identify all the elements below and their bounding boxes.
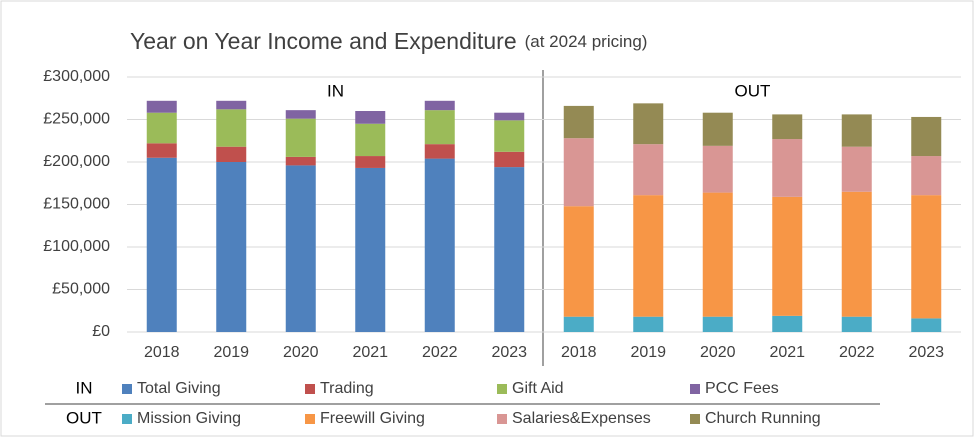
legend-swatch xyxy=(122,414,132,424)
legend-label: Mission Giving xyxy=(137,410,241,427)
y-tick-label: £100,000 xyxy=(43,238,110,255)
bar-segment xyxy=(911,156,942,196)
legend-label: PCC Fees xyxy=(705,380,779,397)
section-label: OUT xyxy=(735,81,771,100)
legend-swatch xyxy=(690,414,700,424)
legend-swatch xyxy=(122,384,132,394)
y-tick-label: £150,000 xyxy=(43,196,110,213)
legend-label: Total Giving xyxy=(137,380,221,397)
legend-swatch xyxy=(497,414,507,424)
bar-segment xyxy=(216,100,247,110)
bar-segment xyxy=(702,145,733,193)
x-tick-label: 2022 xyxy=(839,344,875,361)
bar-segment xyxy=(633,195,664,317)
legend-label: Gift Aid xyxy=(512,380,564,397)
bar-segment xyxy=(146,100,177,113)
bar-segment xyxy=(841,146,872,192)
bar-segment xyxy=(494,151,525,168)
x-tick-label: 2020 xyxy=(283,344,319,361)
bar-segment xyxy=(563,316,594,332)
bar-segment xyxy=(772,315,803,332)
legend-label: Freewill Giving xyxy=(320,410,425,427)
section-label: IN xyxy=(327,81,344,100)
y-tick-label: £0 xyxy=(92,323,110,340)
y-tick-label: £50,000 xyxy=(52,281,110,298)
bar-segment xyxy=(355,123,386,157)
bar-segment xyxy=(633,103,664,145)
bar-segment xyxy=(355,156,386,168)
bar-segment xyxy=(424,158,455,332)
bar-segment xyxy=(424,110,455,145)
bar-segment xyxy=(772,196,803,316)
bar-segment xyxy=(911,116,942,157)
x-tick-label: 2018 xyxy=(144,344,180,361)
x-tick-label: 2018 xyxy=(561,344,597,361)
bar-segment xyxy=(841,191,872,317)
bar-segment xyxy=(494,112,525,121)
legend-group-label: OUT xyxy=(66,408,102,427)
y-tick-label: £300,000 xyxy=(43,68,110,85)
subtitle-text: (at 2024 pricing) xyxy=(525,32,648,51)
bar-segment xyxy=(285,118,316,157)
bar-segment xyxy=(285,156,316,166)
x-tick-label: 2022 xyxy=(422,344,458,361)
legend-swatch xyxy=(305,384,315,394)
bar-segment xyxy=(355,167,386,332)
x-tick-label: 2019 xyxy=(213,344,249,361)
bar-segment xyxy=(633,144,664,196)
x-tick-label: 2021 xyxy=(352,344,388,361)
bar-segment xyxy=(424,144,455,159)
x-tick-label: 2020 xyxy=(700,344,736,361)
bar-segment xyxy=(633,316,664,332)
bar-segment xyxy=(702,112,733,146)
bar-segment xyxy=(563,105,594,139)
x-tick-label: 2023 xyxy=(491,344,527,361)
bar-segment xyxy=(355,111,386,124)
bar-segment xyxy=(772,114,803,140)
legend-label: Church Running xyxy=(705,410,821,427)
bar-segment xyxy=(216,109,247,147)
x-tick-label: 2019 xyxy=(630,344,666,361)
bar-segment xyxy=(772,139,803,197)
bar-segment xyxy=(216,162,247,332)
title-text: Year on Year Income and Expenditure xyxy=(130,28,517,54)
chart-title: Year on Year Income and Expenditure (at 2… xyxy=(130,28,647,54)
x-tick-label: 2023 xyxy=(908,344,944,361)
legend-label: Salaries&Expenses xyxy=(512,410,651,427)
x-tick-label: 2021 xyxy=(769,344,805,361)
bar-segment xyxy=(424,100,455,111)
bar-segment xyxy=(563,138,594,207)
bar-segment xyxy=(146,112,177,144)
legend-label: Trading xyxy=(320,380,374,397)
legend-swatch xyxy=(305,414,315,424)
legend-group-label: IN xyxy=(76,378,93,397)
legend-swatch xyxy=(497,384,507,394)
bar-segment xyxy=(702,316,733,332)
bar-segment xyxy=(216,146,247,162)
bar-segment xyxy=(494,167,525,332)
bar-segment xyxy=(911,318,942,332)
y-tick-label: £200,000 xyxy=(43,153,110,170)
bar-segment xyxy=(841,114,872,147)
bar-segment xyxy=(911,195,942,319)
bar-segment xyxy=(702,192,733,317)
bar-segment xyxy=(494,120,525,152)
bar-segment xyxy=(563,206,594,317)
bar-segment xyxy=(285,110,316,119)
bar-segment xyxy=(146,157,177,332)
bar-segment xyxy=(841,316,872,332)
legend-swatch xyxy=(690,384,700,394)
bar-segment xyxy=(285,165,316,332)
y-tick-label: £250,000 xyxy=(43,111,110,128)
bar-segment xyxy=(146,143,177,158)
